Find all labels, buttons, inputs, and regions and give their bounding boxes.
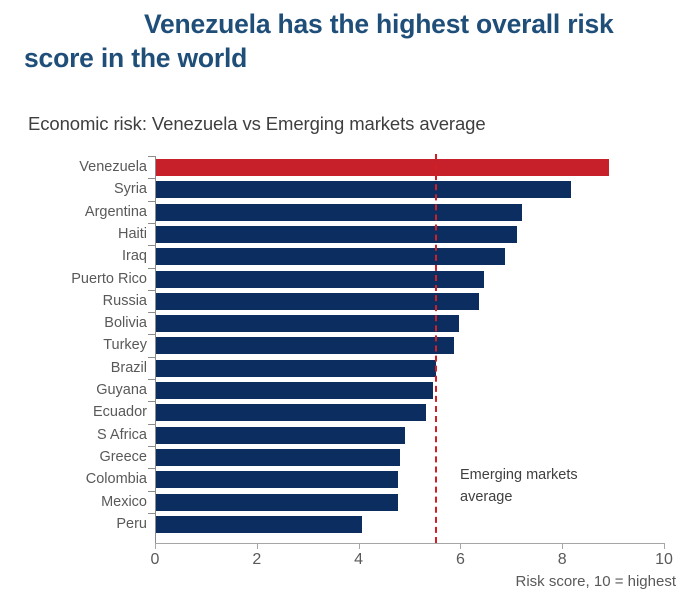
bar-row: Argentina — [0, 200, 700, 223]
x-axis-tick-label: 10 — [655, 551, 673, 568]
bar — [156, 382, 434, 399]
x-axis-tick — [155, 543, 156, 549]
category-label: Venezuela — [79, 159, 147, 175]
bar — [156, 248, 505, 266]
x-axis-title: Risk score, 10 = highest — [515, 573, 677, 590]
chart-subtitle: Economic risk: Venezuela vs Emerging mar… — [28, 113, 486, 134]
category-label: Guyana — [96, 382, 147, 398]
x-axis-tick — [562, 543, 564, 549]
bar-row: Guyana — [0, 379, 700, 401]
category-label: Mexico — [101, 493, 147, 510]
bar — [156, 426, 406, 444]
category-label: Syria — [113, 181, 147, 198]
x-axis-tick — [358, 543, 360, 549]
bar-row: Bolivia — [0, 312, 700, 334]
category-label: Haiti — [117, 225, 147, 242]
y-axis-tick — [148, 200, 155, 202]
bar — [156, 292, 480, 310]
average-annotation: Emerging markets average — [460, 465, 630, 509]
y-axis-tick — [148, 222, 155, 224]
bar-row: Ecuador — [0, 401, 700, 423]
bar — [156, 493, 398, 511]
bar — [156, 448, 401, 466]
bar-row: Haiti — [0, 222, 700, 245]
y-axis-tick — [148, 245, 155, 247]
chart-title: Venezuela has the highest overall risk s… — [24, 9, 614, 73]
bar — [156, 315, 459, 333]
category-label: Russia — [102, 292, 147, 309]
bar — [156, 225, 518, 243]
bar — [156, 515, 363, 533]
average-annotation-line1: Emerging markets — [460, 467, 578, 483]
bar-row: Syria — [0, 178, 700, 200]
y-axis-tick — [148, 178, 155, 180]
bar-row: Turkey — [0, 334, 700, 356]
category-label: Iraq — [122, 248, 147, 265]
y-axis-tick — [148, 312, 155, 314]
y-axis-tick — [148, 512, 155, 514]
category-label: Colombia — [85, 471, 147, 488]
bar-row: S Africa — [0, 423, 700, 446]
bar — [156, 337, 454, 355]
average-annotation-line2: average — [460, 488, 513, 505]
x-axis-tick-label: 0 — [150, 551, 160, 568]
bar-row: Puerto Rico — [0, 267, 700, 290]
y-axis-tick — [148, 423, 155, 425]
category-label: Puerto Rico — [71, 270, 147, 287]
x-axis-tick — [460, 543, 462, 549]
x-axis-tick — [256, 543, 258, 549]
y-axis-tick — [148, 334, 155, 336]
y-axis-tick — [148, 401, 155, 403]
x-axis-line — [155, 543, 664, 544]
category-label: Peru — [116, 515, 147, 532]
bar — [156, 404, 426, 422]
x-axis-tick-label: 4 — [354, 551, 364, 568]
y-axis-tick — [148, 445, 155, 447]
x-axis-tick-label: 6 — [455, 551, 465, 568]
y-axis-line — [155, 156, 156, 543]
bar — [156, 181, 571, 199]
average-reference-line — [434, 154, 437, 543]
bar-row: Brazil — [0, 356, 700, 379]
x-axis-tick — [664, 543, 665, 549]
y-axis-tick — [148, 267, 155, 269]
category-label: Brazil — [110, 359, 147, 376]
bar-row: Mexico — [0, 490, 700, 513]
bar — [156, 359, 436, 377]
plot-area: Venezuela Syria Argentina Haiti Iraq Puerto R… — [0, 150, 700, 568]
category-label: S Africa — [97, 426, 147, 443]
y-axis-tick — [148, 468, 155, 470]
y-axis-tick — [148, 490, 155, 492]
category-label: Turkey — [103, 337, 147, 354]
y-axis-tick — [148, 289, 155, 291]
y-axis-tick — [148, 156, 155, 157]
category-label: Bolivia — [104, 315, 147, 332]
category-label: Ecuador — [92, 404, 147, 421]
bar-row: Colombia — [0, 468, 700, 490]
x-axis-tick-label: 2 — [252, 551, 262, 568]
bar — [156, 203, 523, 221]
category-label: Greece — [99, 448, 147, 465]
bar — [156, 471, 398, 489]
bar — [156, 159, 609, 176]
x-axis-tick-label: 8 — [557, 551, 567, 568]
bar-row: Peru — [0, 512, 700, 535]
y-axis-tick — [148, 356, 155, 358]
bar-row: Iraq — [0, 245, 700, 267]
bar-row: Venezuela — [0, 156, 700, 178]
category-label: Argentina — [84, 203, 147, 220]
bar-row: Greece — [0, 445, 700, 468]
bar — [156, 270, 485, 288]
bar-row: Russia — [0, 289, 700, 312]
y-axis-tick — [148, 379, 155, 380]
